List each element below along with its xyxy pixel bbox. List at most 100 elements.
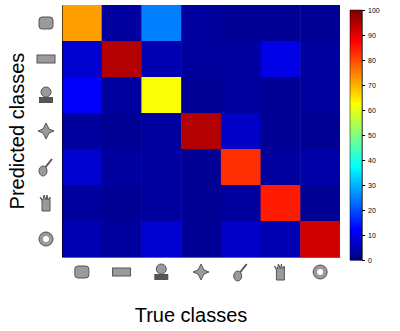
class-icon [39,159,52,176]
axis-line [62,6,63,258]
class-icon [39,87,53,103]
tick: 100 [362,7,380,14]
heatmap-cell [300,41,340,78]
heatmap-cell [141,77,181,114]
class-icon [40,195,50,211]
tick-label: 50 [368,132,376,139]
heatmap-cell [261,5,301,42]
tick: 20 [362,207,376,214]
heatmap-cell [141,113,181,150]
heatmap-cell [221,185,261,222]
heatmap-cell [300,77,340,114]
tick-mark [362,35,365,36]
heatmap-cell [300,185,340,222]
axis-line [363,11,366,261]
heatmap-cell [261,149,301,186]
heatmap-cell [300,149,340,186]
heatmap-cell [102,185,142,222]
class-icon [274,264,284,280]
heatmap-cell [62,77,102,114]
heatmap-cell [102,41,142,78]
tick-mark [362,60,365,61]
tick: 50 [362,132,376,139]
heatmap-cell [300,221,340,257]
heatmap-cell [181,221,221,257]
tick-mark [362,185,365,186]
heatmap-cell [62,113,102,150]
tick-mark [362,10,365,11]
heatmap-cell [221,5,261,42]
heatmap-cell [141,221,181,257]
heatmap-cell [102,77,142,114]
heatmap-cell [221,77,261,114]
tick-label: 80 [368,57,376,64]
tick-mark [362,235,365,236]
class-icon [39,232,53,246]
heatmap-cell [102,149,142,186]
heatmap-cell [141,185,181,222]
colorbar [350,10,362,261]
colorbar-segment [350,10,362,13]
cells [62,5,340,257]
heatmap-cell [221,221,261,257]
colorbar-frame [350,10,362,260]
heatmap-cell [181,5,221,42]
tick-label: 70 [368,82,376,89]
tick-mark [362,160,365,161]
tick: 0 [362,257,372,264]
heatmap-cell [261,185,301,222]
x-axis-title: True classes [135,304,248,326]
heatmap-cell [261,113,301,150]
class-icon [38,123,54,139]
heatmap-cell [261,221,301,257]
heatmap-cell [102,5,142,42]
tick-label: 90 [368,32,376,39]
heatmap-cell [181,41,221,78]
tick: 80 [362,57,376,64]
class-icon [234,264,247,281]
class-icon [75,266,89,278]
tick-label: 30 [368,182,376,189]
heatmap-cell [102,113,142,150]
class-icon [39,17,53,29]
class-icon [113,268,131,276]
heatmap-cell [141,41,181,78]
heatmap-cell [221,41,261,78]
tick: 90 [362,32,376,39]
heatmap-cell [181,185,221,222]
heatmap-cell [181,149,221,186]
heatmap-cell [300,5,340,42]
class-icon [37,55,55,63]
tick-mark [362,210,365,211]
tick-mark [362,85,365,86]
class-icon [154,264,168,280]
tick-label: 100 [368,7,380,14]
heatmap-cell [141,5,181,42]
heatmap-cell [181,77,221,114]
tick: 60 [362,107,376,114]
heatmap-cell [141,149,181,186]
heatmap-cell [62,185,102,222]
axis-line [63,257,341,258]
class-icon [313,265,327,279]
tick-label: 20 [368,207,376,214]
heatmap-cell [62,5,102,42]
tick-mark [362,260,365,261]
heatmap-cell [221,149,261,186]
tick-label: 10 [368,232,376,239]
tick-mark [362,110,365,111]
heatmap-cell [102,221,142,257]
tick: 40 [362,157,376,164]
heatmap-cell [221,113,261,150]
y-axis-title: Predicted classes [6,53,28,210]
heatmap-cell [300,113,340,150]
heatmap-cell [181,113,221,150]
tick: 10 [362,232,376,239]
class-icon [193,264,209,280]
heatmap-cell [62,41,102,78]
chart: True classes Predicted classes 0 10 20 30 40 50… [0,0,400,331]
heatmap-cell [62,221,102,257]
tick-label: 0 [368,257,372,264]
heatmap-cell [62,149,102,186]
x-axis [63,257,341,259]
